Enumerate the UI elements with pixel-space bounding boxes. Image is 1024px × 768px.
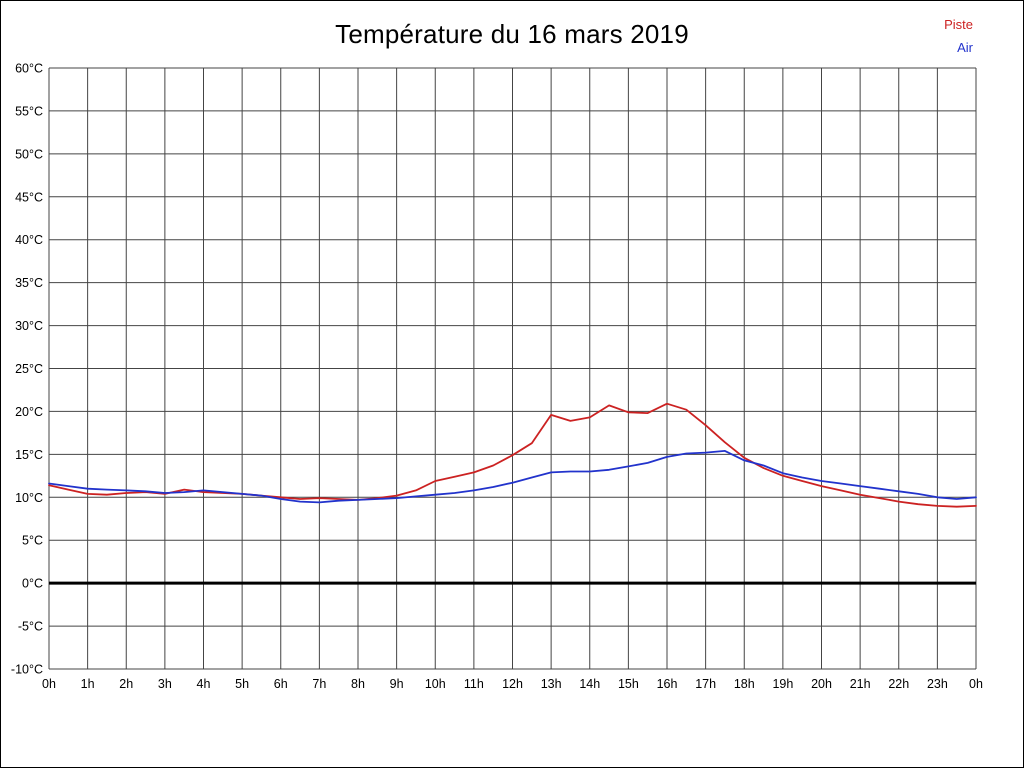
x-tick-label: 1h	[81, 677, 95, 691]
x-tick-label: 20h	[811, 677, 832, 691]
x-tick-label: 12h	[502, 677, 523, 691]
x-tick-label: 6h	[274, 677, 288, 691]
chart-legend: Piste Air	[944, 13, 973, 59]
x-tick-label: 9h	[390, 677, 404, 691]
y-tick-label: 50°C	[15, 147, 43, 161]
x-tick-label: 11h	[464, 677, 484, 691]
x-tick-label: 4h	[197, 677, 211, 691]
x-tick-label: 3h	[158, 677, 172, 691]
y-tick-label: 60°C	[15, 62, 43, 76]
y-tick-label: 5°C	[22, 534, 43, 548]
x-tick-label: 15h	[618, 677, 639, 691]
x-tick-label: 10h	[425, 677, 446, 691]
y-tick-label: 40°C	[15, 233, 43, 247]
series-line-air	[48, 449, 977, 504]
y-tick-label: -5°C	[18, 620, 43, 634]
x-tick-label: 22h	[888, 677, 909, 691]
x-tick-label: 23h	[927, 677, 948, 691]
x-tick-label: 5h	[235, 677, 249, 691]
x-tick-label: 17h	[695, 677, 716, 691]
x-tick-label: 0h	[42, 677, 56, 691]
y-tick-label: 45°C	[15, 190, 43, 204]
x-tick-label: 2h	[119, 677, 133, 691]
y-tick-label: 35°C	[15, 276, 43, 290]
y-tick-label: 0°C	[22, 577, 43, 591]
y-tick-label: 20°C	[15, 405, 43, 419]
legend-item-piste: Piste	[944, 17, 973, 32]
x-tick-label: 21h	[850, 677, 871, 691]
series-line-piste	[48, 402, 977, 508]
x-tick-label: 7h	[312, 677, 326, 691]
y-tick-label: 30°C	[15, 319, 43, 333]
x-tick-label: 19h	[772, 677, 793, 691]
x-tick-label: 0h	[969, 677, 983, 691]
x-tick-label: 14h	[579, 677, 600, 691]
x-tick-label: 16h	[657, 677, 678, 691]
y-tick-label: 25°C	[15, 362, 43, 376]
y-tick-label: 15°C	[15, 448, 43, 462]
x-tick-label: 8h	[351, 677, 365, 691]
y-tick-label: 55°C	[15, 104, 43, 118]
y-tick-label: 10°C	[15, 491, 43, 505]
legend-item-air: Air	[957, 40, 973, 55]
chart-title: Température du 16 mars 2019	[335, 19, 689, 49]
y-tick-label: -10°C	[11, 663, 43, 677]
x-tick-label: 18h	[734, 677, 755, 691]
x-tick-label: 13h	[541, 677, 562, 691]
